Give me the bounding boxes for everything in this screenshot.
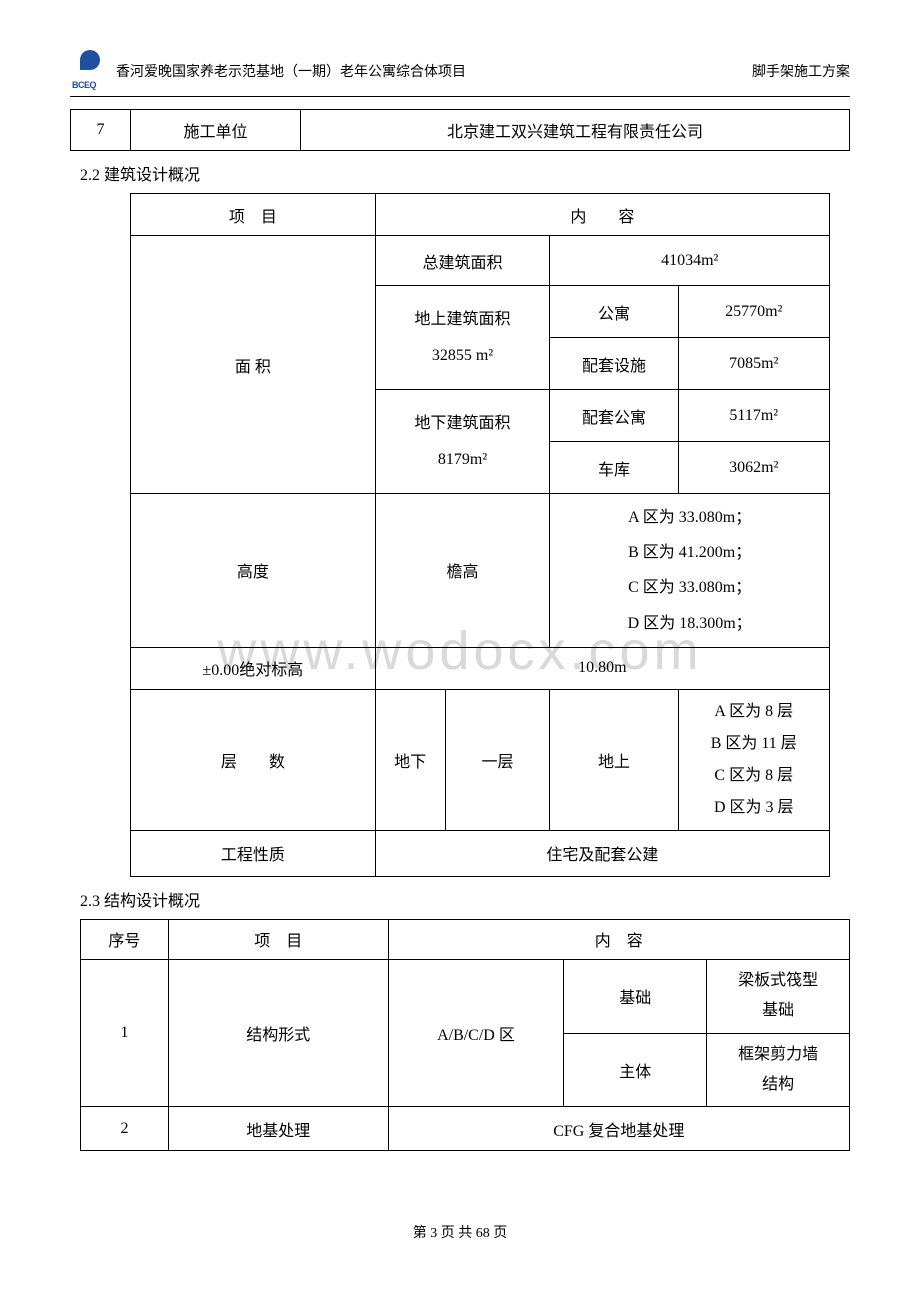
t2-header-1: 项 目 (131, 194, 376, 236)
below-area-label: 地下建筑面积 8179m² (375, 390, 550, 494)
elevation-value: 10.80m (375, 647, 829, 689)
height-values: A 区为 33.080m； B 区为 41.200m； C 区为 33.080m… (550, 494, 830, 648)
garage-value: 3062m² (678, 442, 829, 494)
section-23-title: 2.3 结构设计概况 (80, 887, 850, 911)
nature-value: 住宅及配套公建 (375, 830, 829, 876)
t2-header-2: 内 容 (375, 194, 829, 236)
building-design-table: 项 目 内 容 面 积 总建筑面积 41034m² 地上建筑面积 32855 m… (130, 193, 830, 877)
garage-label: 车库 (550, 442, 678, 494)
total-area-value: 41034m² (550, 236, 830, 286)
underground-floors: 一层 (445, 689, 550, 830)
t3-r2-label: 地基处理 (168, 1107, 388, 1151)
eave-height-label: 檐高 (375, 494, 550, 648)
cell-num: 7 (71, 110, 131, 151)
t3-r1-label: 结构形式 (168, 959, 388, 1107)
support-apt-value: 5117m² (678, 390, 829, 442)
total-area-label: 总建筑面积 (375, 236, 550, 286)
section-22-title: 2.2 建筑设计概况 (80, 161, 850, 185)
t3-foundation-value: 梁板式筏型 基础 (707, 959, 850, 1033)
cell-value: 北京建工双兴建筑工程有限责任公司 (301, 110, 850, 151)
floor-values: A 区为 8 层 B 区为 11 层 C 区为 8 层 D 区为 3 层 (678, 689, 829, 830)
t3-header-1: 序号 (81, 919, 169, 959)
above-area-label: 地上建筑面积 32855 m² (375, 286, 550, 390)
t3-header-2: 项 目 (168, 919, 388, 959)
t3-main-label: 主体 (564, 1033, 707, 1107)
underground-label: 地下 (375, 689, 445, 830)
header-title: 香河爱晚国家养老示范基地（一期）老年公寓综合体项目 (116, 61, 466, 81)
logo-icon: BCEQ (70, 50, 112, 92)
t3-r1-zone: A/B/C/D 区 (388, 959, 564, 1107)
contractor-table: 7 施工单位 北京建工双兴建筑工程有限责任公司 (70, 109, 850, 151)
floors-label: 层 数 (131, 689, 376, 830)
header-right: 脚手架施工方案 (752, 61, 850, 81)
elevation-label: ±0.00绝对标高 (131, 647, 376, 689)
page-header: BCEQ 香河爱晚国家养老示范基地（一期）老年公寓综合体项目 脚手架施工方案 (70, 50, 850, 97)
apartment-value: 25770m² (678, 286, 829, 338)
apartment-label: 公寓 (550, 286, 678, 338)
t3-foundation-label: 基础 (564, 959, 707, 1033)
t3-main-value: 框架剪力墙 结构 (707, 1033, 850, 1107)
page-footer: 第 3 页 共 68 页 (0, 1222, 920, 1242)
t3-r2-value: CFG 复合地基处理 (388, 1107, 849, 1151)
above-ground-label: 地上 (550, 689, 678, 830)
facility-label: 配套设施 (550, 338, 678, 390)
t3-header-3: 内 容 (388, 919, 849, 959)
t3-r2-num: 2 (81, 1107, 169, 1151)
facility-value: 7085m² (678, 338, 829, 390)
area-label: 面 积 (131, 236, 376, 494)
height-label: 高度 (131, 494, 376, 648)
t3-r1-num: 1 (81, 959, 169, 1107)
support-apt-label: 配套公寓 (550, 390, 678, 442)
cell-label: 施工单位 (131, 110, 301, 151)
structure-design-table: 序号 项 目 内 容 1 结构形式 A/B/C/D 区 基础 梁板式筏型 基础 … (80, 919, 850, 1152)
nature-label: 工程性质 (131, 830, 376, 876)
